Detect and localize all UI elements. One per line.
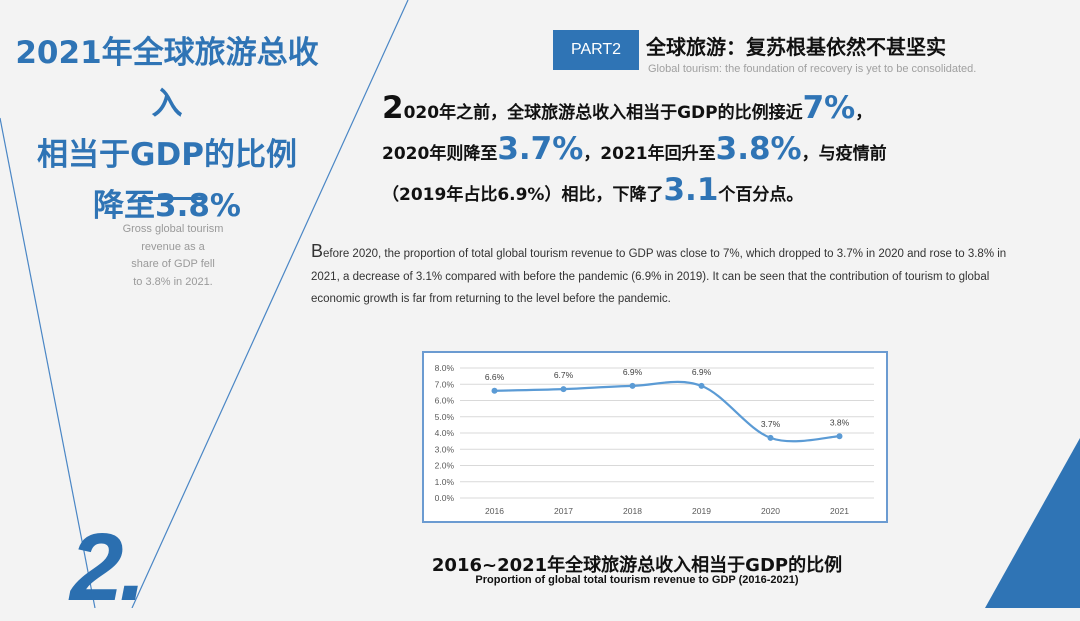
drop-cap: B bbox=[311, 241, 324, 261]
zh-text: 020年之前，全球旅游总收入相当于GDP的比例接近 bbox=[403, 103, 803, 123]
x-tick-label: 2016 bbox=[485, 506, 504, 516]
left-subtitle: Gross global tourism revenue as a share … bbox=[108, 221, 238, 291]
left-headline-line-3: 降至3.8% bbox=[93, 188, 241, 224]
data-point bbox=[836, 433, 843, 440]
left-subtitle-line-2: revenue as a bbox=[141, 240, 205, 253]
highlight-value: 3.8% bbox=[715, 131, 802, 167]
data-point bbox=[629, 382, 636, 389]
data-label: 6.9% bbox=[692, 367, 712, 377]
data-label: 6.7% bbox=[554, 370, 574, 380]
data-point bbox=[560, 386, 567, 393]
x-tick-label: 2017 bbox=[554, 506, 573, 516]
zh-text: 2020年则降至 bbox=[382, 144, 498, 164]
y-tick-label: 3.0% bbox=[435, 444, 455, 454]
chart-subtitle: Proportion of global total tourism reven… bbox=[475, 574, 799, 586]
data-point bbox=[698, 382, 705, 389]
left-subtitle-line-4: to 3.8% in 2021. bbox=[133, 275, 213, 288]
x-tick-label: 2020 bbox=[761, 506, 780, 516]
series-line bbox=[494, 380, 840, 443]
section-number: 2. bbox=[70, 514, 146, 621]
y-tick-label: 4.0% bbox=[435, 428, 455, 438]
left-subtitle-line-3: share of GDP fell bbox=[131, 258, 215, 270]
zh-text: ， bbox=[855, 103, 873, 123]
section-title: 全球旅游：复苏根基依然不甚坚实 bbox=[646, 35, 946, 59]
x-tick-label: 2021 bbox=[830, 506, 849, 516]
y-tick-label: 1.0% bbox=[435, 477, 455, 487]
left-headline: 2021年全球旅游总收入 相当于GDP的比例 降至3.8% bbox=[8, 28, 326, 232]
english-paragraph: Before 2020, the proportion of total glo… bbox=[311, 240, 1021, 311]
data-point bbox=[767, 434, 774, 441]
data-label: 3.8% bbox=[830, 417, 850, 427]
left-divider bbox=[138, 197, 206, 200]
highlight-value: 3.7% bbox=[497, 131, 584, 167]
y-tick-label: 7.0% bbox=[435, 379, 455, 389]
section-subtitle: Global tourism: the foundation of recove… bbox=[648, 63, 977, 75]
zh-text: 个百分点。 bbox=[718, 185, 804, 205]
left-subtitle-line-1: Gross global tourism bbox=[122, 223, 224, 235]
zh-text: （2019年占比6.9%）相比，下降了 bbox=[382, 185, 664, 205]
chart-svg: 0.0% 1.0% 2.0% 3.0% 4.0% 5.0% 6.0% 7.0% 8.0% 2016… bbox=[435, 363, 874, 516]
y-tick-label: 6.0% bbox=[435, 396, 455, 406]
y-tick-label: 2.0% bbox=[435, 461, 455, 471]
data-label: 6.9% bbox=[623, 367, 643, 377]
left-headline-line-1: 2021年全球旅游总收入 bbox=[15, 35, 319, 122]
part-badge: PART2 bbox=[553, 30, 639, 70]
highlight-value: 7% bbox=[802, 90, 856, 126]
english-text: efore 2020, the proportion of total glob… bbox=[311, 248, 1007, 305]
data-label: 6.6% bbox=[485, 372, 505, 382]
y-tick-label: 8.0% bbox=[435, 363, 455, 373]
drop-cap: 2 bbox=[382, 90, 404, 126]
left-headline-line-2: 相当于GDP的比例 bbox=[37, 137, 297, 173]
x-tick-label: 2019 bbox=[692, 506, 711, 516]
data-point bbox=[491, 387, 498, 394]
zh-text: ，2021年回升至 bbox=[583, 144, 716, 164]
y-tick-label: 0.0% bbox=[435, 493, 455, 503]
chinese-paragraph: 2020年之前，全球旅游总收入相当于GDP的比例接近7%， 2020年则降至3.7… bbox=[382, 93, 1022, 216]
line-chart: 0.0% 1.0% 2.0% 3.0% 4.0% 5.0% 6.0% 7.0% 8.0% 2016… bbox=[422, 351, 888, 523]
chart-title: 2016~2021年全球旅游总收入相当于GDP的比例 bbox=[431, 555, 843, 576]
zh-text: ，与疫情前 bbox=[801, 144, 887, 164]
x-tick-label: 2018 bbox=[623, 506, 642, 516]
y-tick-label: 5.0% bbox=[435, 412, 455, 422]
data-label: 3.7% bbox=[761, 419, 781, 429]
highlight-value: 3.1 bbox=[663, 172, 719, 208]
